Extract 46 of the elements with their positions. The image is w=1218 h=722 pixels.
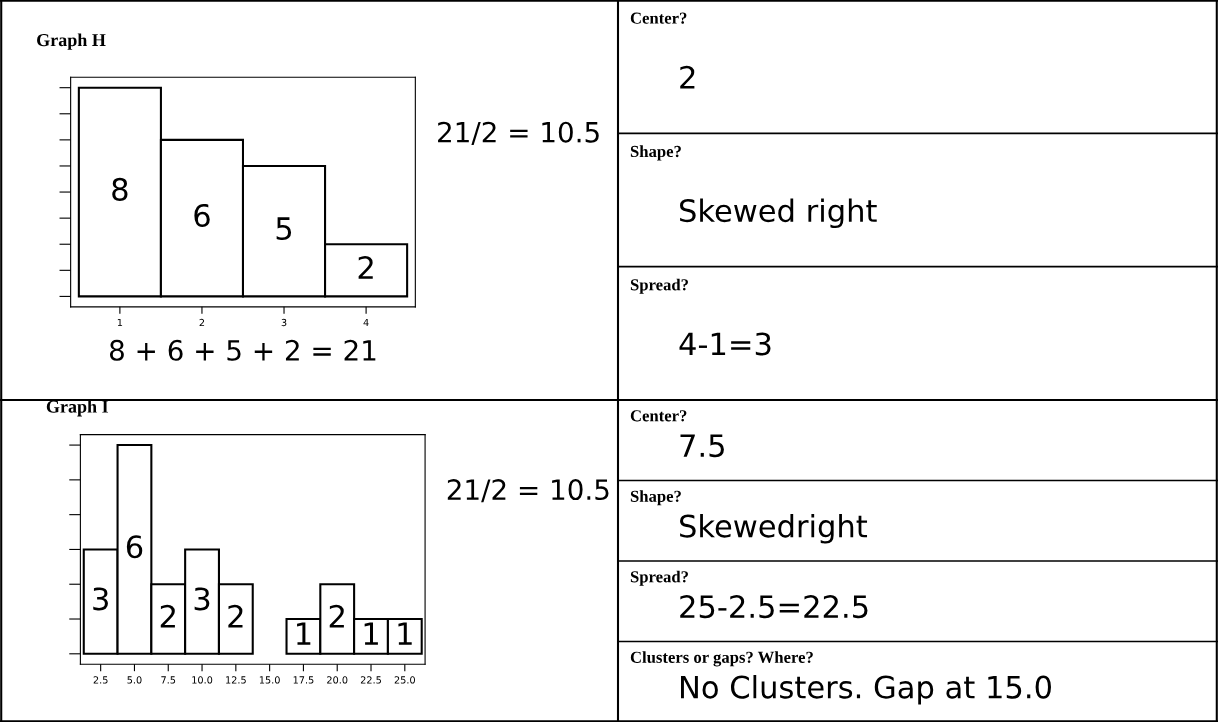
x-tick-label: 7.5	[161, 676, 176, 684]
text: 8 + 6 + 5 + 2 = 21	[109, 339, 376, 361]
text: No Clusters. Gap at 15.0	[681, 675, 1051, 705]
text: 4-1=3	[679, 332, 771, 356]
data-label: 6	[126, 535, 143, 559]
x-tick-label: 25.0	[394, 676, 415, 684]
text: 2	[680, 65, 695, 89]
chart-title: Graph H	[37, 33, 106, 50]
data-label: 1	[297, 622, 311, 645]
text: 7.5	[680, 434, 724, 458]
text: 25-2.5=22.5	[680, 595, 868, 619]
data-label: 1	[398, 622, 412, 645]
x-tick-label: 10.0	[192, 676, 213, 684]
text: Shape?	[630, 145, 681, 161]
x-tick-label: 1	[117, 318, 123, 327]
data-label: 2	[228, 604, 243, 628]
x-tick-label: 12.5	[226, 676, 246, 684]
data-label: 3	[93, 587, 108, 611]
text: Skewedright	[680, 514, 868, 544]
data-label: 2	[160, 604, 175, 628]
text: Center?	[630, 12, 687, 24]
text: 21/2 = 10.5	[438, 121, 599, 145]
text: Skewed right	[680, 198, 877, 229]
data-label: 5	[276, 217, 292, 241]
x-tick-label: 17.5	[293, 676, 314, 684]
text: Shape?	[630, 490, 681, 506]
x-tick-label: 22.5	[360, 676, 381, 684]
x-tick-label: 2.5	[93, 676, 108, 684]
data-label: 1	[364, 622, 378, 645]
x-tick-label: 4	[363, 318, 369, 327]
data-label: 2	[329, 604, 344, 628]
data-label: 2	[358, 256, 373, 279]
text: Spread?	[630, 570, 688, 586]
text: Center?	[630, 410, 687, 422]
data-label: 3	[194, 587, 210, 611]
x-tick-label: 15.0	[259, 676, 280, 684]
x-tick-label: 5.0	[127, 676, 142, 684]
data-label: 8	[112, 177, 128, 201]
text: Clusters or gaps? Where?	[630, 651, 813, 667]
data-label: 6	[194, 203, 210, 228]
chart-title: Graph I	[46, 400, 109, 417]
text: 21/2 = 10.5	[447, 479, 609, 503]
x-tick-label: 2	[199, 318, 205, 327]
text: Spread?	[630, 278, 688, 294]
x-tick-label: 3	[281, 318, 287, 327]
x-tick-label: 20.0	[327, 676, 348, 684]
